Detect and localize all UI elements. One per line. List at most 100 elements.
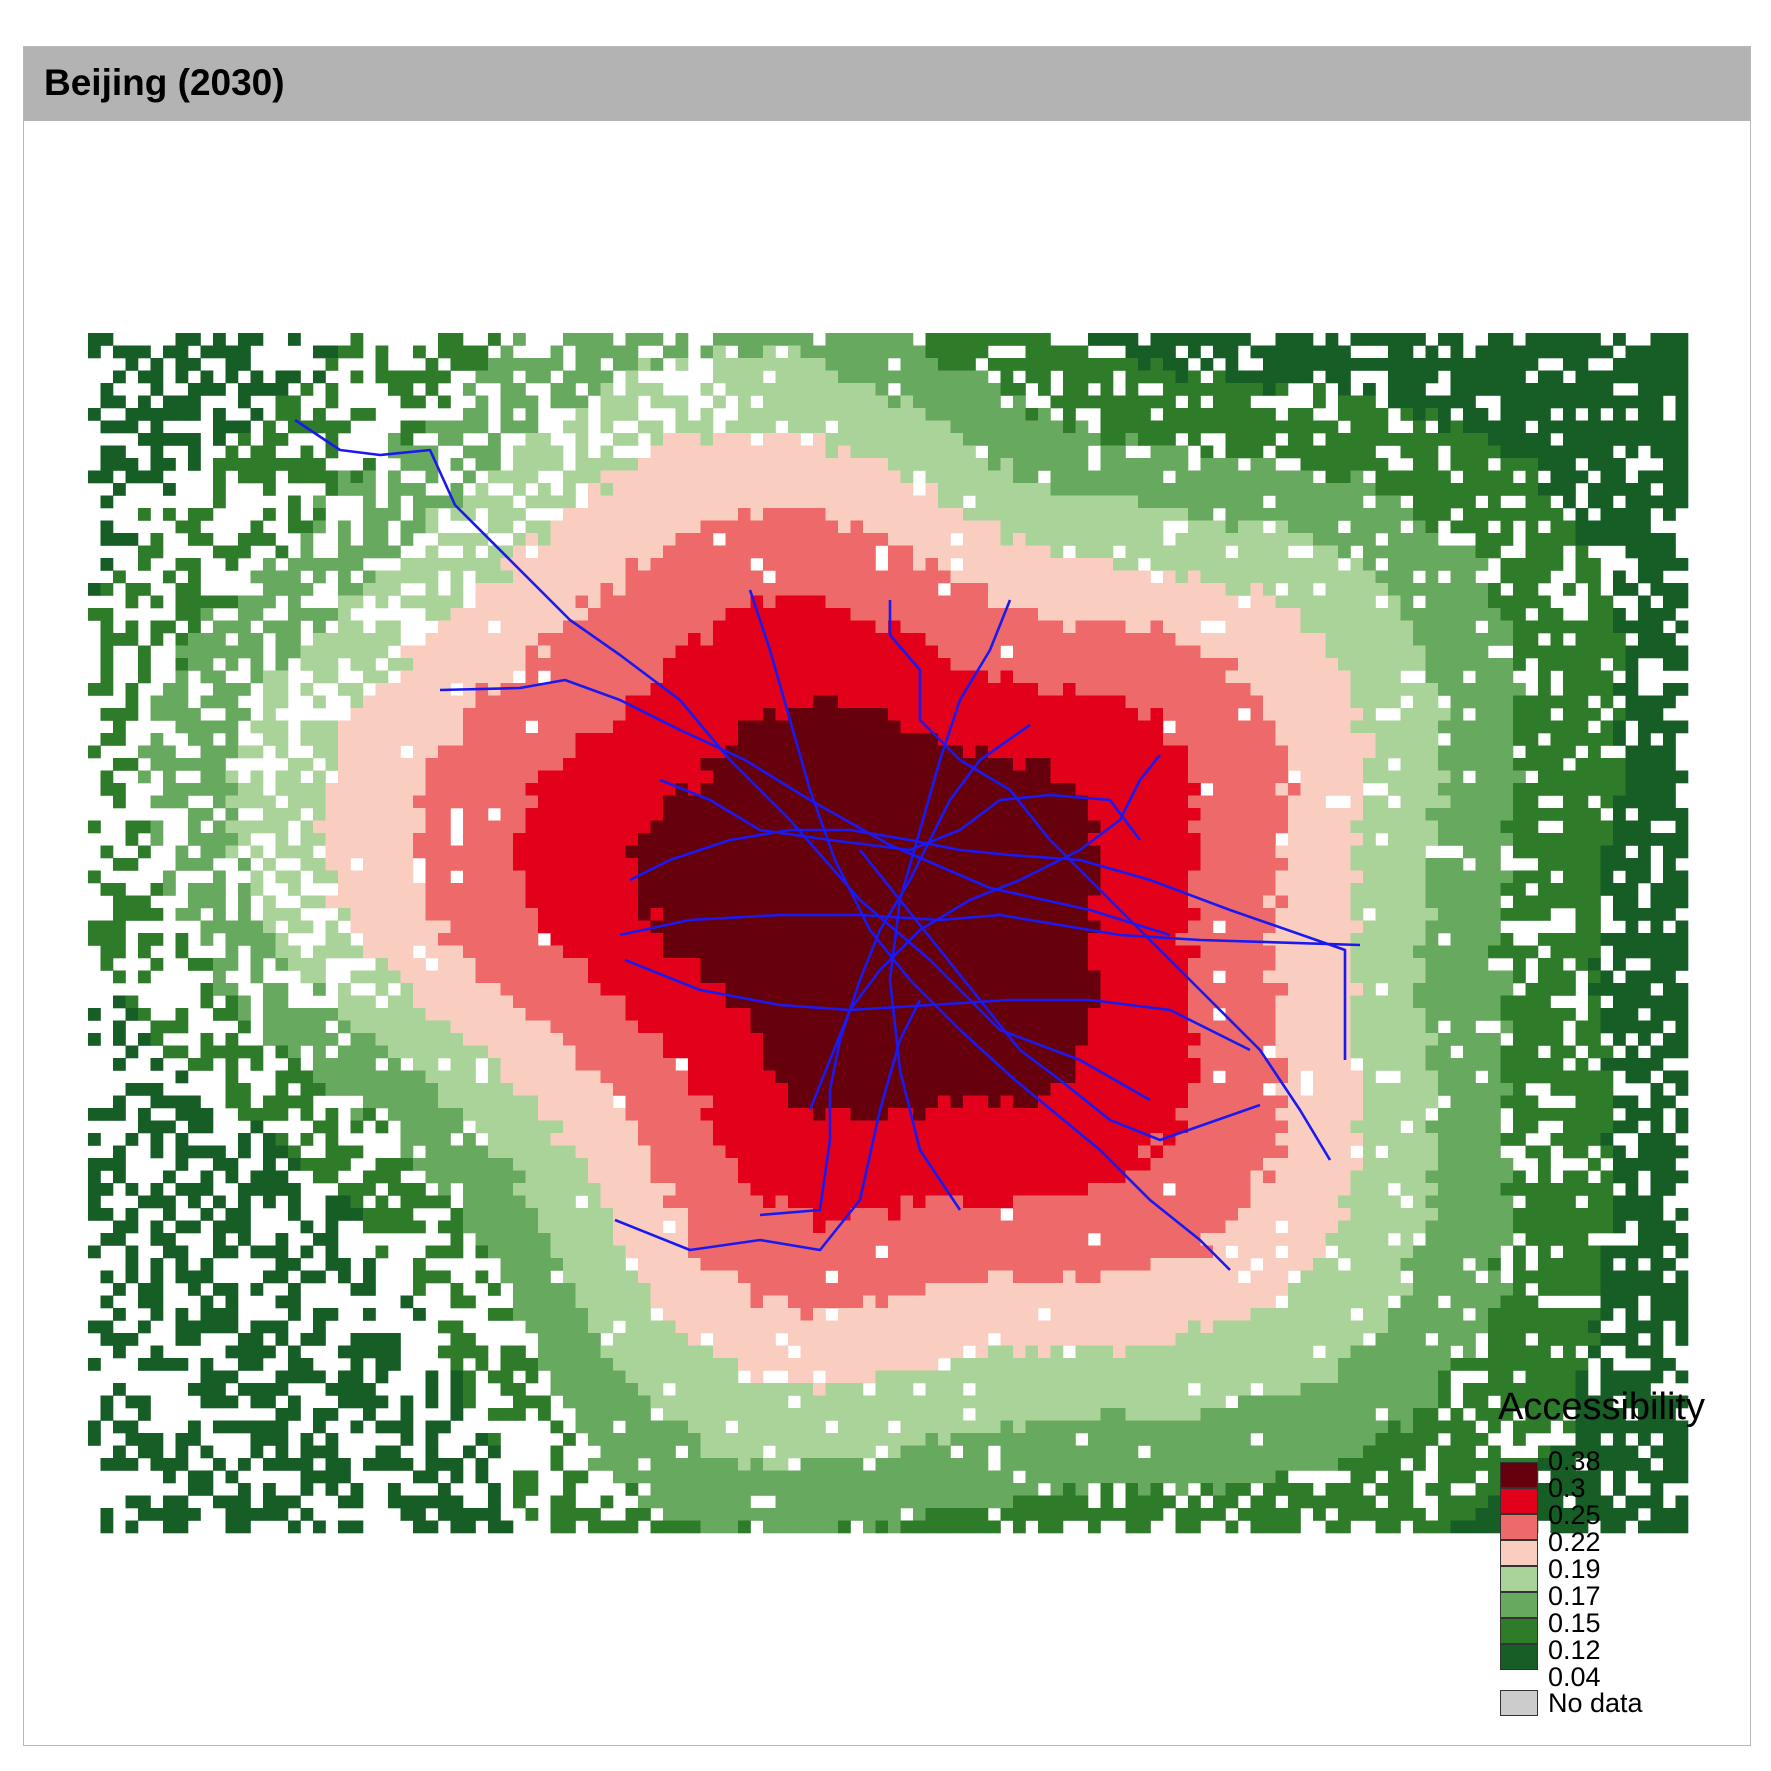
map-cell: [938, 333, 951, 346]
map-cell: [263, 720, 276, 734]
map-cell: [125, 620, 139, 634]
map-cell: [1175, 420, 1189, 434]
map-cell: [625, 833, 639, 846]
map-cell: [875, 695, 889, 709]
map-cell: [1150, 845, 1164, 859]
map-cell: [113, 633, 126, 646]
map-cell: [363, 670, 376, 684]
map-cell: [625, 883, 639, 896]
map-cell: [1538, 570, 1551, 584]
map-cell: [1213, 720, 1226, 734]
map-cell: [188, 445, 201, 459]
map-cell: [1088, 533, 1101, 546]
map-cell: [1325, 908, 1339, 921]
map-cell: [688, 745, 701, 759]
map-cell: [650, 883, 664, 896]
map-cell: [1138, 508, 1151, 521]
map-cell: [1375, 795, 1389, 809]
map-cell: [1175, 358, 1189, 371]
map-cell: [1638, 570, 1651, 584]
map-cell: [575, 583, 589, 596]
map-cell: [1488, 608, 1501, 621]
map-cell: [738, 658, 751, 671]
map-cell: [1100, 333, 1114, 346]
map-cell: [1013, 358, 1026, 371]
map-cell: [1513, 820, 1526, 834]
map-cell: [1150, 395, 1164, 409]
map-cell: [663, 833, 676, 846]
map-cell: [1163, 770, 1176, 784]
map-cell: [1188, 833, 1201, 846]
map-cell: [1200, 408, 1214, 421]
map-cell: [625, 508, 639, 521]
map-cell: [788, 520, 801, 534]
map-cell: [100, 620, 114, 634]
map-cell: [313, 795, 326, 809]
map-cell: [1650, 333, 1664, 346]
map-cell: [1100, 683, 1114, 696]
map-cell: [225, 745, 239, 759]
map-cell: [163, 458, 176, 471]
map-cell: [388, 483, 401, 496]
map-cell: [1225, 645, 1239, 659]
map-cell: [1563, 808, 1576, 821]
map-cell: [1013, 670, 1026, 684]
map-cell: [1175, 333, 1189, 346]
map-cell: [350, 720, 364, 734]
map-cell: [1325, 695, 1339, 709]
map-cell: [1175, 795, 1189, 809]
map-cell: [1325, 433, 1339, 446]
map-cell: [1338, 633, 1351, 646]
map-cell: [988, 708, 1001, 721]
map-cell: [363, 870, 376, 884]
map-cell: [713, 558, 726, 571]
map-cell: [1288, 895, 1301, 909]
map-cell: [475, 908, 489, 921]
map-cell: [613, 345, 626, 359]
map-cell: [1025, 483, 1039, 496]
map-cell: [1325, 358, 1339, 371]
map-cell: [1588, 758, 1601, 771]
map-cell: [1188, 770, 1201, 784]
map-cell: [925, 533, 939, 546]
map-cell: [763, 833, 776, 846]
map-cell: [1050, 470, 1064, 484]
map-cell: [1300, 595, 1314, 609]
map-cell: [900, 533, 914, 546]
map-cell: [400, 870, 414, 884]
map-cell: [513, 658, 526, 671]
map-cell: [788, 683, 801, 696]
map-cell: [1063, 808, 1076, 821]
map-cell: [650, 445, 664, 459]
map-cell: [1225, 495, 1239, 509]
map-cell: [1275, 670, 1289, 684]
map-cell: [163, 433, 176, 446]
map-cell: [1425, 783, 1439, 796]
map-cell: [1375, 770, 1389, 784]
map-cell: [875, 633, 889, 646]
map-cell: [900, 633, 914, 646]
map-cell: [238, 883, 251, 896]
map-cell: [938, 383, 951, 396]
map-cell: [1338, 358, 1351, 371]
map-cell: [1063, 345, 1076, 359]
map-cell: [1300, 483, 1314, 496]
map-cell: [1638, 433, 1651, 446]
map-cell: [388, 808, 401, 821]
map-cell: [988, 545, 1001, 559]
map-cell: [1425, 833, 1439, 846]
map-cell: [225, 720, 239, 734]
map-cell: [1413, 645, 1426, 659]
map-cell: [1413, 383, 1426, 396]
map-cell: [925, 620, 939, 634]
map-cell: [550, 845, 564, 859]
map-cell: [325, 420, 339, 434]
map-cell: [1050, 883, 1064, 896]
map-cell: [825, 658, 839, 671]
map-cell: [350, 733, 364, 746]
map-cell: [1050, 545, 1064, 559]
map-cell: [1463, 520, 1476, 534]
map-cell: [288, 908, 301, 921]
map-cell: [188, 608, 201, 621]
map-cell: [850, 495, 864, 509]
